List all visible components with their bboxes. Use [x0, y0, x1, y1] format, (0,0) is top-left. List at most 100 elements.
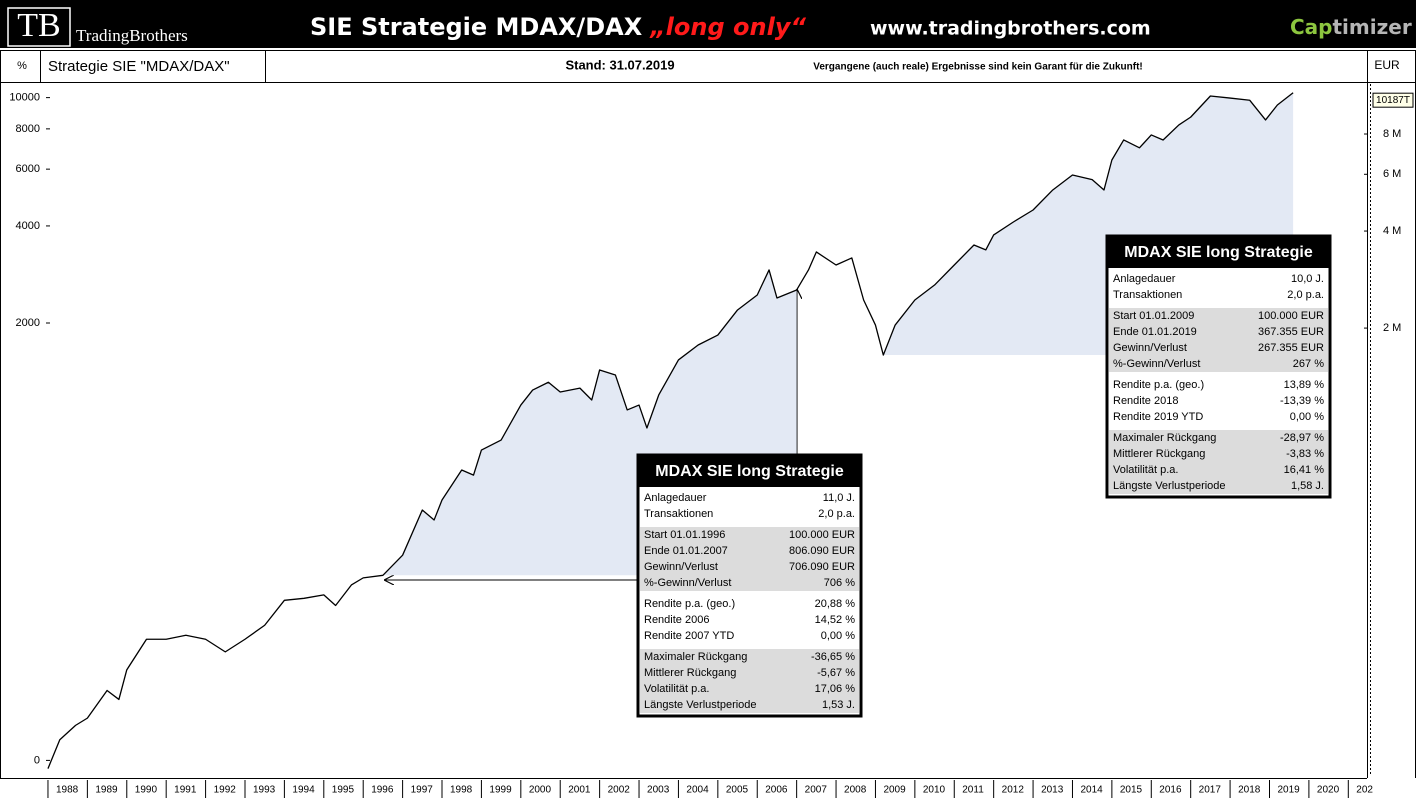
x-tick-label: 1999 — [489, 785, 512, 796]
stat-label: Längste Verlustperiode — [1113, 480, 1226, 492]
stat-label: Start 01.01.2009 — [1113, 310, 1194, 322]
group-shade — [640, 649, 859, 713]
y2-unit: EUR — [1374, 58, 1400, 72]
stat-label: Rendite 2018 — [1113, 395, 1178, 407]
x-tick-label: 1988 — [56, 785, 79, 796]
stat-label: Rendite p.a. (geo.) — [644, 598, 735, 610]
app-name: Captimizer — [1290, 15, 1412, 39]
strategy-title: Strategie SIE "MDAX/DAX" — [48, 58, 230, 75]
x-tick-label: 2005 — [726, 785, 749, 796]
x-tick-label: 2002 — [608, 785, 631, 796]
stand-date: Stand: 31.07.2019 — [565, 57, 674, 72]
x-tick-label: 2004 — [686, 785, 709, 796]
stat-label: Start 01.01.1996 — [644, 529, 725, 541]
title-main: SIE Strategie MDAX/DAX — [310, 13, 643, 41]
stat-label: Rendite p.a. (geo.) — [1113, 379, 1204, 391]
x-tick-label: 2011 — [962, 785, 984, 796]
stat-value: 2,0 p.a. — [1287, 289, 1324, 301]
stat-value: 367.355 EUR — [1258, 326, 1324, 338]
stat-value: -36,65 % — [811, 651, 855, 663]
x-tick-label: 1994 — [292, 785, 315, 796]
app-name-part: timizer — [1333, 15, 1412, 39]
x-tick-label: 2020 — [1317, 785, 1340, 796]
stat-label: Maximaler Rückgang — [1113, 432, 1216, 444]
stat-value: 0,00 % — [821, 630, 855, 642]
stat-value: 706.090 EUR — [789, 561, 855, 573]
stat-value: 0,00 % — [1290, 411, 1324, 423]
y-tick-label: 10000 — [9, 92, 40, 104]
stat-label: Volatilität p.a. — [644, 683, 709, 695]
stat-label: Rendite 2006 — [644, 614, 709, 626]
x-tick-label: 1995 — [332, 785, 355, 796]
x-tick-label: 1993 — [253, 785, 276, 796]
stat-label: Gewinn/Verlust — [1113, 342, 1187, 354]
logo-box — [7, 7, 71, 47]
x-tick-label: 2013 — [1041, 785, 1064, 796]
x-tick-label: 2000 — [529, 785, 552, 796]
group-shade — [1109, 430, 1328, 494]
stat-label: Transaktionen — [644, 508, 713, 520]
x-tick-label: 2016 — [1159, 785, 1182, 796]
stat-value: -3,83 % — [1286, 448, 1324, 460]
last-value-box — [1372, 92, 1414, 108]
x-tick-label: 2015 — [1120, 785, 1143, 796]
stat-label: Transaktionen — [1113, 289, 1182, 301]
x-tick-label: 2010 — [923, 785, 946, 796]
stat-value: 20,88 % — [815, 598, 856, 610]
stat-label: Ende 01.01.2019 — [1113, 326, 1197, 338]
stat-label: Mittlerer Rückgang — [1113, 448, 1205, 460]
x-tick-label: 2014 — [1080, 785, 1103, 796]
y-tick-label: 4000 — [16, 220, 40, 232]
stat-value: 100.000 EUR — [789, 529, 855, 541]
x-tick-label: 1998 — [450, 785, 473, 796]
x-tick-label: 2008 — [844, 785, 867, 796]
x-tick-label: 2012 — [1002, 785, 1025, 796]
last-value-label: 10187T — [1376, 95, 1410, 106]
y-tick-label: 2000 — [16, 317, 40, 329]
stat-label: Maximaler Rückgang — [644, 651, 747, 663]
logo: TB — [17, 7, 60, 44]
group-shade — [640, 527, 859, 591]
y-unit: % — [17, 60, 27, 72]
header-bar — [0, 0, 1416, 48]
x-axis-bar — [0, 778, 1416, 802]
brand: TradingBrothers — [76, 26, 188, 45]
stat-value: 16,41 % — [1284, 464, 1325, 476]
stat-label: Rendite 2007 YTD — [644, 630, 734, 642]
stat-value: 1,53 J. — [822, 699, 855, 711]
stat-label: Mittlerer Rückgang — [644, 667, 736, 679]
annotation-title: MDAX SIE long Strategie — [1124, 244, 1313, 261]
x-tick-label: 2003 — [647, 785, 670, 796]
stat-label: %-Gewinn/Verlust — [644, 577, 731, 589]
x-tick-label: 1989 — [95, 785, 118, 796]
x-tick-label: 1992 — [214, 785, 237, 796]
x-tick-label: 2006 — [765, 785, 788, 796]
x-tick-label: 2009 — [883, 785, 906, 796]
x-tick-label: 1990 — [135, 785, 158, 796]
stat-label: Rendite 2019 YTD — [1113, 411, 1203, 423]
stat-value: 17,06 % — [815, 683, 856, 695]
app-name-part: Cap — [1290, 15, 1333, 39]
stat-label: Ende 01.01.2007 — [644, 545, 728, 557]
equity-line — [47, 92, 1294, 769]
x-tick-label: 1997 — [411, 785, 434, 796]
y-tick-label: 6000 — [16, 163, 40, 175]
y-tick-label: 8000 — [16, 123, 40, 135]
disclaimer: Vergangene (auch reale) Ergebnisse sind … — [813, 62, 1143, 73]
x-tick-label: 1996 — [371, 785, 394, 796]
stat-value: 806.090 EUR — [789, 545, 855, 557]
y-tick-label: 0 — [34, 754, 40, 766]
y2-tick-label: 6 M — [1383, 168, 1401, 180]
stat-value: 267 % — [1293, 358, 1324, 370]
stat-value: 2,0 p.a. — [818, 508, 855, 520]
annotation-title-bar — [1107, 236, 1330, 268]
annotation-title-bar — [638, 455, 861, 487]
x-tick-label: 2001 — [568, 785, 591, 796]
x-tick-label: 2017 — [1199, 785, 1222, 796]
x-tick-label: 202 — [1356, 785, 1373, 796]
stat-label: Längste Verlustperiode — [644, 699, 757, 711]
stat-value: 267.355 EUR — [1258, 342, 1324, 354]
y2-tick-label: 8 M — [1383, 128, 1401, 140]
stat-value: 10,0 J. — [1291, 273, 1324, 285]
stat-value: 1,58 J. — [1291, 480, 1324, 492]
